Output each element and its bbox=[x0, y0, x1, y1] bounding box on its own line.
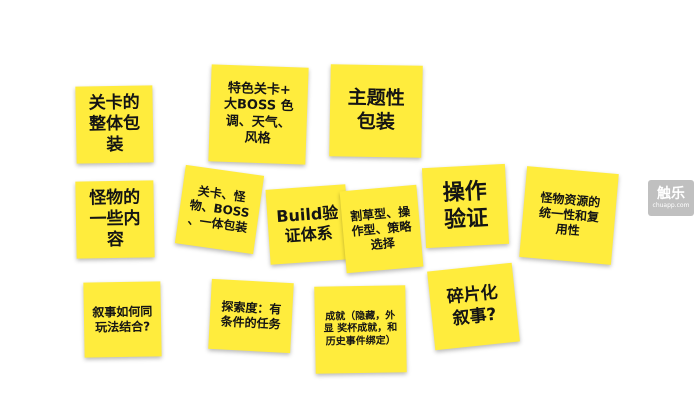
watermark-main-text: 触乐 bbox=[657, 186, 685, 202]
note-monster-features: 怪物的 一些内 容 bbox=[75, 180, 155, 259]
note-level-monster-boss: 关卡、怪 物、BOSS 、一体包装 bbox=[174, 164, 265, 255]
note-featured-level-boss: 特色关卡+ 大BOSS 色 调、天气、 风格 bbox=[208, 64, 309, 165]
note-theme-package: 主题性 包装 bbox=[329, 64, 423, 158]
note-exploration: 探索度：有 条件的任务 bbox=[208, 278, 294, 354]
note-achievements: 成就（隐藏，外 显 奖杯成就，和 历史事件绑定） bbox=[314, 285, 407, 374]
note-operation-verification: 操作 验证 bbox=[421, 163, 510, 249]
note-build-system: Build验 证体系 bbox=[265, 184, 351, 265]
note-mowing-operation-strategy: 割草型、操 作型、策略 选择 bbox=[339, 184, 424, 274]
note-fragmented-narrative: 碎片化 叙事? bbox=[427, 262, 520, 351]
note-level-whole-package: 关卡的 整体包 装 bbox=[75, 85, 154, 164]
chuapp-watermark-logo: 触乐 chuapp.com bbox=[648, 180, 694, 216]
note-monster-resources: 怪物资源的 统一性和复 用性 bbox=[519, 166, 619, 265]
note-narrative-gameplay: 叙事如何同 玩法结合? bbox=[83, 281, 162, 358]
watermark-domain-text: chuapp.com bbox=[652, 202, 690, 209]
